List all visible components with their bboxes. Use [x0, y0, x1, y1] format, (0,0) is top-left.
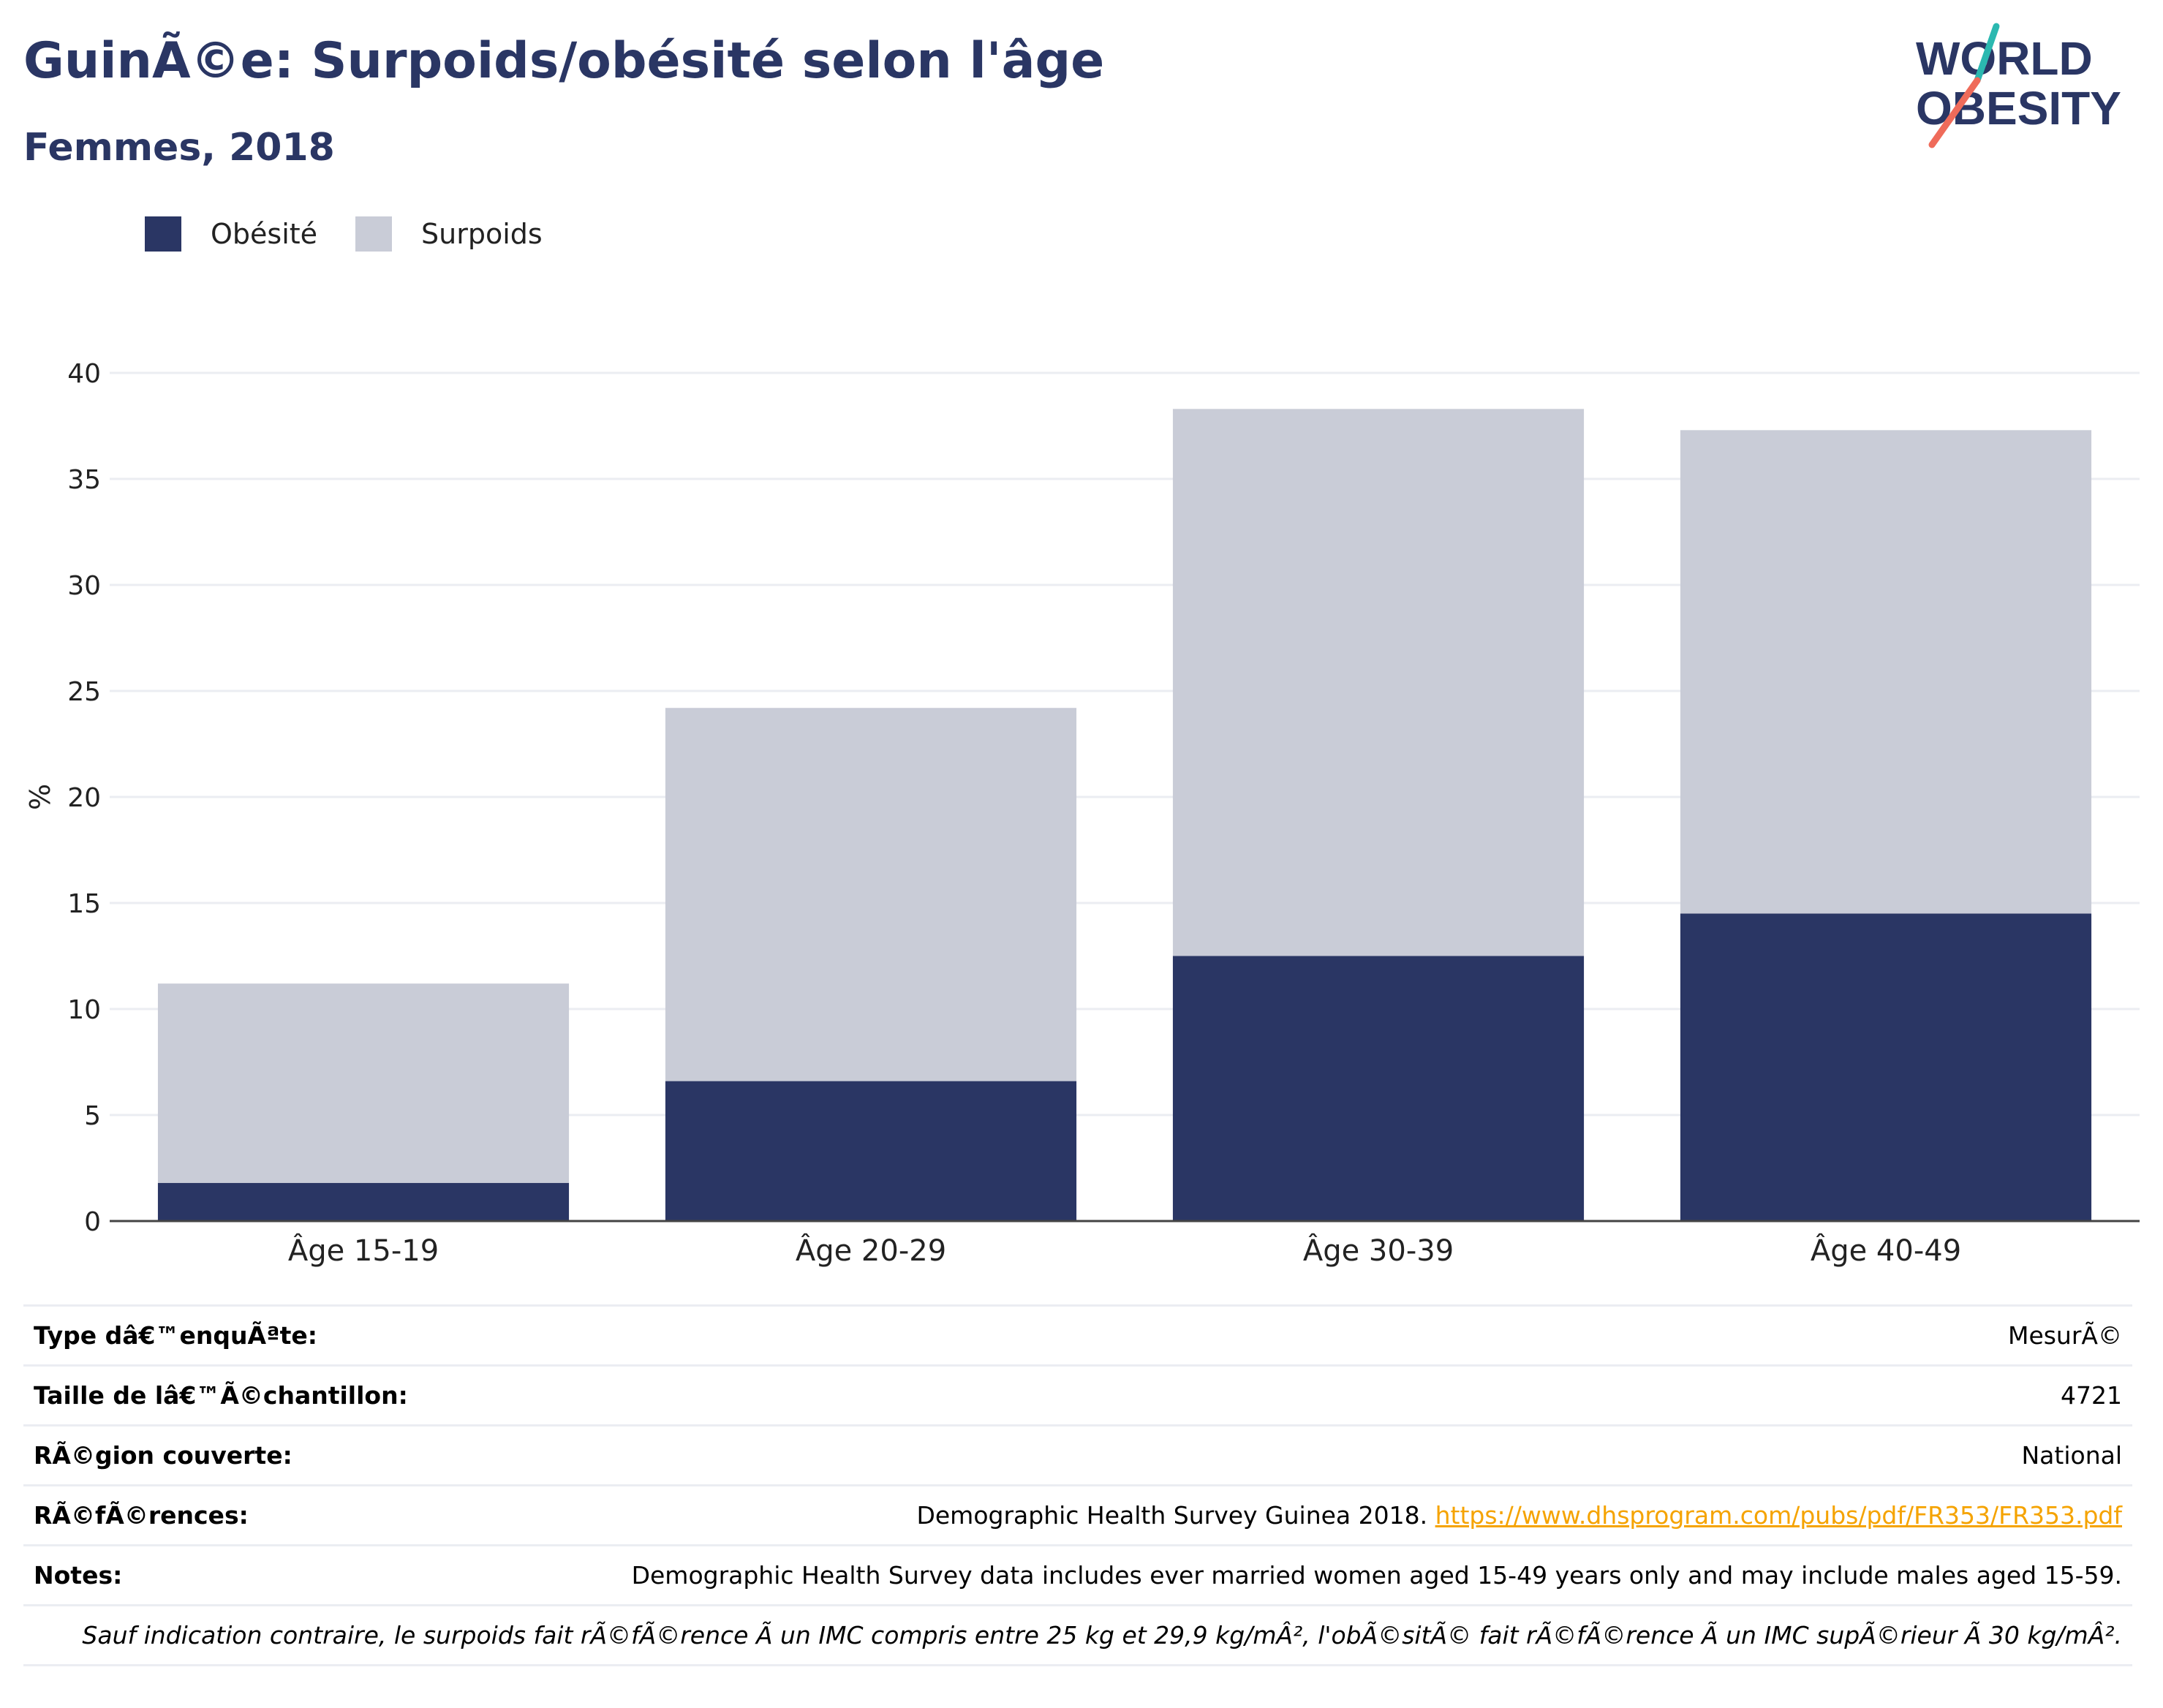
- info-label: RÃ©gion couverte:: [34, 1441, 292, 1470]
- info-value: Demographic Health Survey data includes …: [631, 1561, 2122, 1590]
- bar-overweight-3: [1172, 409, 1585, 956]
- logo-word-obesity: OBESITY: [1916, 82, 2121, 135]
- bar-obesity-3: [1172, 956, 1585, 1221]
- info-label: Notes:: [34, 1561, 123, 1590]
- legend-item-overweight[interactable]: Surpoids: [355, 216, 543, 252]
- y-tick-label: 35: [67, 465, 101, 495]
- bar-obesity-4: [1680, 913, 2092, 1221]
- bmi-footnote: Sauf indication contraire, le surpoids f…: [82, 1621, 2122, 1650]
- bar-obesity-1: [157, 1182, 570, 1221]
- info-value: Demographic Health Survey Guinea 2018. h…: [460, 1486, 2132, 1546]
- y-tick-label: 0: [84, 1207, 101, 1237]
- y-tick-label: 40: [67, 359, 101, 389]
- info-row-region: RÃ©gion couverte: National: [23, 1425, 2132, 1486]
- logo-slash-teal: [1974, 23, 2000, 84]
- info-value: National: [2021, 1441, 2122, 1470]
- legend-swatch-obesity: [145, 216, 181, 252]
- chart-title: GuinÃ©e: Surpoids/obésité selon l'âge: [23, 32, 1105, 90]
- bar-overweight-2: [665, 708, 1077, 1081]
- logo-word-world: WORLD: [1916, 32, 2093, 85]
- info-label: Taille de lâ€™Ã©chantillon:: [34, 1381, 408, 1410]
- y-tick-label: 5: [84, 1101, 101, 1131]
- bar-obesity-2: [665, 1081, 1077, 1221]
- world-obesity-logo: WORLD OBESITY: [1916, 23, 2121, 148]
- y-axis-label: %: [24, 784, 56, 810]
- legend-label-overweight: Surpoids: [421, 218, 543, 250]
- info-row-notes: Notes: Demographic Health Survey data in…: [23, 1545, 2132, 1606]
- y-tick-label: 25: [67, 677, 101, 707]
- legend-item-obesity[interactable]: Obésité: [145, 216, 317, 252]
- info-row-footnote: Sauf indication contraire, le surpoids f…: [23, 1605, 2132, 1666]
- info-value: 4721: [2061, 1381, 2122, 1410]
- info-label: Type dâ€™enquÃªte:: [34, 1321, 317, 1350]
- legend-label-obesity: Obésité: [211, 218, 318, 250]
- stacked-bar-chart: 0 5 10 15 20 25 30 35 40% Âge 15-19 Âge 20-29 Âge 3…: [24, 359, 2140, 1268]
- info-label: RÃ©fÃ©rences:: [34, 1501, 249, 1530]
- info-row-sample-size: Taille de lâ€™Ã©chantillon: 4721: [23, 1365, 2132, 1426]
- x-tick-label: Âge 20-29: [796, 1233, 946, 1268]
- bar-overweight-4: [1680, 430, 2092, 914]
- survey-info-table: Type dâ€™enquÃªte: MesurÃ© Taille de lâ€…: [23, 1304, 2132, 1666]
- x-tick-label: Âge 15-19: [288, 1233, 439, 1268]
- x-tick-label: Âge 40-49: [1811, 1233, 1961, 1268]
- legend: Obésité Surpoids: [145, 214, 581, 254]
- bar-overweight-1: [157, 983, 570, 1183]
- reference-text: Demographic Health Survey Guinea 2018.: [916, 1501, 1428, 1530]
- y-tick-label: 15: [67, 889, 101, 919]
- info-row-survey-type: Type dâ€™enquÃªte: MesurÃ©: [23, 1305, 2132, 1366]
- logo-slash-red: [1928, 77, 1981, 148]
- chart-subtitle: Femmes, 2018: [23, 126, 335, 170]
- info-value: MesurÃ©: [2007, 1321, 2122, 1350]
- reference-link[interactable]: https://www.dhsprogram.com/pubs/pdf/FR35…: [1435, 1501, 2122, 1530]
- x-tick-label: Âge 30-39: [1303, 1233, 1454, 1268]
- y-tick-label: 30: [67, 571, 101, 601]
- y-tick-label: 20: [67, 783, 101, 813]
- y-tick-label: 10: [67, 995, 101, 1025]
- legend-swatch-overweight: [355, 216, 393, 252]
- info-row-references: RÃ©fÃ©rences: Demographic Health Survey …: [23, 1485, 2132, 1546]
